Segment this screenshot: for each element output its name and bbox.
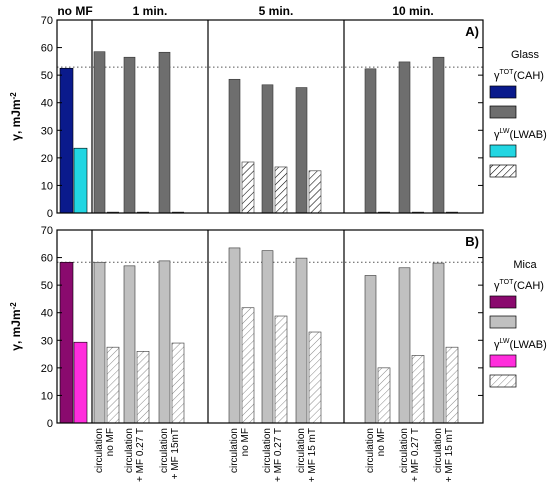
group-label-3: 10 min. [392,4,433,18]
category-label-0: circulationno MF [94,428,116,473]
bar-tot-A-8 [432,56,445,214]
ytick-label-B-0: 0 [47,418,53,430]
ytick-label-A-60: 60 [41,43,53,55]
bar-tot-B-4 [261,250,274,424]
bar-tot-A-1 [123,56,136,214]
legend-swatch-lw-A [489,164,517,178]
bar-tot-A-0 [93,51,106,214]
legend-swatch-tot-B [489,315,517,329]
bar-lw-B-2 [171,342,185,424]
ytick-label-B-60: 60 [41,253,53,265]
bar-tot-A-5 [295,87,308,214]
category-label-7: circulation+ MF 0.27 T [399,428,421,482]
legend-swatch-lw-ref-B [489,354,517,368]
group-label-2: 5 min. [259,4,294,18]
bar-lw-B-6 [377,367,391,424]
bar-lw-empty-A-0 [107,211,119,213]
bar-tot-A-6 [364,68,377,214]
ytick-label-B-40: 40 [41,308,53,320]
ytick-label-A-70: 70 [41,15,53,27]
bar-tot-B-0 [93,261,106,424]
bar-tot-A-3 [228,78,241,214]
bar-lw-B-1 [136,351,150,424]
legend-title-B: Mica [513,259,537,271]
category-label-6: circulationno MF [365,428,387,473]
legend-swatch-tot-ref-B [489,295,517,309]
bar-tot-B-6 [364,275,377,424]
legend-swatch-lw-B [489,374,517,388]
ytick-label-A-0: 0 [47,208,53,220]
category-label-1: circulation+ MF 0.27 T [124,428,146,482]
legend-lw-label-B: γLW(LWAB) [494,338,547,351]
legend-swatch-tot-ref-A [489,85,517,99]
bar-lw-B-7 [411,355,425,424]
bar-lw-A-3 [241,161,255,214]
bar-lw-empty-A-6 [378,211,390,213]
legend-lw-label-A: γLW(LWAB) [494,128,547,141]
group-label-0: no MF [57,4,92,18]
group-label-1: 1 min. [133,4,168,18]
bar-lw-B-5 [308,331,322,424]
bar-tot-B-1 [123,265,136,424]
ytick-label-B-20: 20 [41,363,53,375]
legend-tot-label-A: γTOT(CAH) [494,69,544,82]
bar-nomf-lw-B [73,341,88,424]
ytick-label-A-20: 20 [41,153,53,165]
bar-lw-B-0 [106,346,120,424]
bar-lw-empty-A-7 [412,211,424,213]
bar-lw-empty-A-1 [137,211,149,213]
bar-tot-A-7 [398,61,411,214]
bar-tot-B-3 [228,247,241,424]
ytick-label-A-50: 50 [41,70,53,82]
panel-label-A: A) [465,24,479,39]
category-label-4: circulation+ MF 0.27 T [262,428,284,482]
ytick-label-A-30: 30 [41,125,53,137]
bar-lw-empty-A-2 [172,211,184,213]
panel-frame-B [56,229,484,424]
category-label-3: circulationno MF [229,428,251,473]
category-label-5: circulation+ MF 15 mT [296,428,318,482]
bar-tot-A-2 [158,51,171,214]
bar-nomf-lw-A [73,147,88,214]
bar-tot-B-8 [432,262,445,424]
bar-nomf-tot-A [59,67,74,214]
panel-label-B: B) [465,234,479,249]
y-axis-label-A: γ, mJm-2 [9,92,23,141]
bar-lw-A-4 [274,166,288,214]
bar-tot-A-4 [261,84,274,214]
bar-lw-A-5 [308,170,322,214]
bar-lw-B-8 [445,346,459,424]
bar-lw-B-3 [241,307,255,424]
category-label-2: circulation+ MF 15mT [159,428,181,479]
bar-lw-B-4 [274,315,288,424]
ytick-label-B-50: 50 [41,280,53,292]
category-label-8: circulation+ MF 15 mT [433,428,455,482]
bar-nomf-tot-B [59,261,74,424]
legend-swatch-lw-ref-A [489,144,517,158]
bar-lw-empty-A-8 [446,211,458,213]
legend-title-A: Glass [511,49,540,61]
y-axis-label-B: γ, mJm-2 [9,302,23,351]
ytick-label-A-10: 10 [41,180,53,192]
legend-tot-label-B: γTOT(CAH) [494,279,544,292]
bar-tot-B-5 [295,257,308,424]
ytick-label-B-70: 70 [41,225,53,237]
legend-swatch-tot-A [489,105,517,119]
ytick-label-B-30: 30 [41,335,53,347]
bar-tot-B-2 [158,260,171,424]
bar-tot-B-7 [398,267,411,424]
panel-frame-A [56,19,484,214]
ytick-label-B-10: 10 [41,390,53,402]
ytick-label-A-40: 40 [41,98,53,110]
